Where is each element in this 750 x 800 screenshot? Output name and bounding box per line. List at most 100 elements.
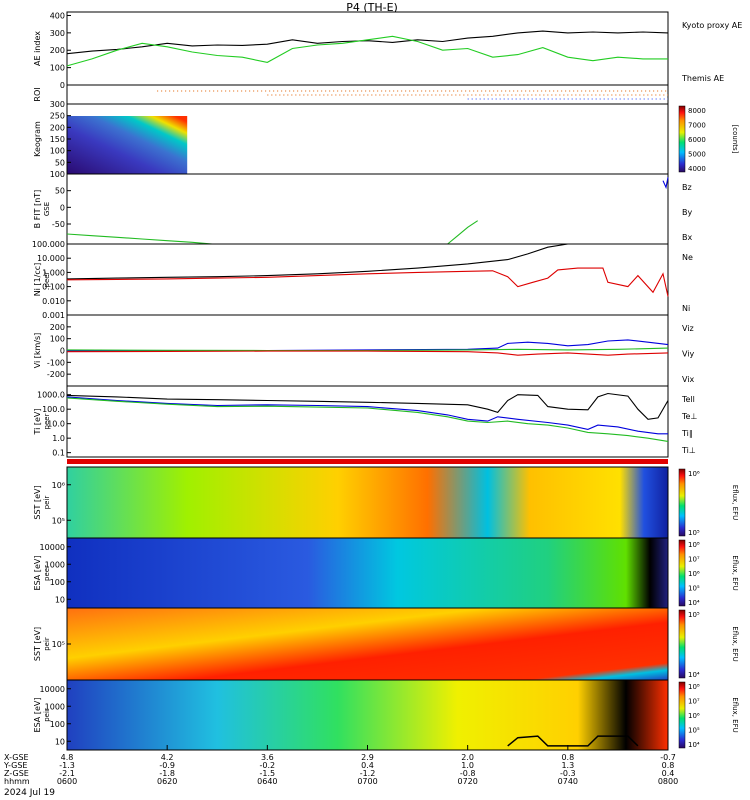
bfgm-ytick-label: 0 bbox=[60, 203, 65, 212]
vi-ytick-label: -100 bbox=[47, 358, 65, 367]
keogram-colorbar-tick: 4000 bbox=[688, 165, 706, 173]
time-axis-tick-label: 0740 bbox=[558, 777, 578, 786]
keogram-image bbox=[67, 116, 188, 174]
sst_i-sublabel: peir bbox=[43, 637, 51, 651]
esa_i-ytick-label: 1000 bbox=[45, 702, 65, 711]
esa_e-ytick-label: 10 bbox=[55, 595, 65, 604]
time-axis-tick-label: -0.3 bbox=[560, 769, 576, 778]
sst_i-colorbar bbox=[678, 609, 686, 679]
bfgm-legend-by: By bbox=[682, 208, 692, 217]
time-axis-row-label: X-GSE bbox=[4, 753, 29, 762]
keogram-ytick-label: 300 bbox=[50, 100, 65, 109]
ae-ytick-label: 300 bbox=[50, 29, 65, 38]
bfgm-series-byb-line bbox=[447, 220, 479, 245]
bfgm-series-by-line bbox=[66, 233, 213, 245]
esa_i-colorbar-tick: 10⁶ bbox=[688, 712, 700, 720]
keogram-ylabel: Keogram bbox=[33, 121, 42, 157]
time-axis-tick-label: -1.2 bbox=[360, 769, 376, 778]
esa_e-colorbar-tick: 10⁵ bbox=[688, 585, 700, 593]
time-axis-tick-label: 0620 bbox=[157, 777, 177, 786]
time-axis-tick-label: 0.8 bbox=[561, 753, 574, 762]
sst_i-ytick-label: 10⁵ bbox=[52, 640, 65, 649]
vi-ytick-label: 100 bbox=[50, 335, 65, 344]
esa_e-spectrogram bbox=[67, 538, 668, 608]
time-axis-tick-label: 0.4 bbox=[662, 769, 675, 778]
esa_i-colorbar-tick: 10⁵ bbox=[688, 727, 700, 735]
vi-ytick-label: 200 bbox=[50, 323, 65, 332]
esa_e-colorbar bbox=[678, 539, 686, 607]
vi-series-viy-line bbox=[66, 347, 669, 352]
esa_i-spectrogram bbox=[67, 680, 668, 750]
esa_i-colorbar-tick: 10⁷ bbox=[688, 698, 700, 706]
bfgm-ylabel: B FIT [nT] bbox=[33, 190, 42, 229]
ti-ytick-label: 10.0 bbox=[47, 420, 65, 429]
vi-legend-viy: Viy bbox=[682, 350, 695, 359]
keogram-ytick-label: 100 bbox=[50, 147, 65, 156]
bfgm-legend-bx: Bx bbox=[682, 233, 692, 242]
ae-ytick-label: 100 bbox=[50, 64, 65, 73]
esa_e-colorbar-tick: 10⁴ bbox=[688, 599, 700, 607]
sst_e-colorbar bbox=[678, 468, 686, 537]
ni-ytick-label: 10.000 bbox=[37, 254, 65, 263]
bfgm-ytick-label: 50 bbox=[55, 187, 65, 196]
sst_i-colorbar-tick: 10⁵ bbox=[688, 611, 700, 619]
ae-ylabel: AE index bbox=[33, 31, 42, 66]
sst_e-colorbar-tick: 10⁶ bbox=[688, 470, 700, 478]
keogram-ytick-label: 150 bbox=[50, 135, 65, 144]
esa_e-colorbar-tick: 10⁶ bbox=[688, 570, 700, 578]
ni-ytick-label: 0.100 bbox=[42, 283, 65, 292]
time-axis-tick-label: 3.6 bbox=[261, 753, 274, 762]
sst_i-ylabel: SST [eV] bbox=[33, 627, 42, 661]
ti-series-ti-line bbox=[66, 396, 668, 435]
esa_i-ytick-label: 10 bbox=[55, 737, 65, 746]
esa_i-ylabel: ESA [eV] bbox=[33, 698, 42, 733]
ae-frame bbox=[66, 11, 669, 86]
keogram-ytick-label: 250 bbox=[50, 112, 65, 121]
sst_e-spectrogram bbox=[67, 467, 668, 538]
sst_e-colorbar-tick: 10⁵ bbox=[688, 529, 700, 537]
esa_e-ytick-label: 10000 bbox=[40, 543, 65, 552]
esa_i-ytick-label: 10000 bbox=[40, 685, 65, 694]
ni-legend-ni: Ni bbox=[682, 304, 690, 313]
ae-legend-themisae: Themis AE bbox=[681, 74, 724, 83]
esa_i-sublabel: peir bbox=[43, 708, 51, 722]
esa_e-colorbar-tick: 10⁸ bbox=[688, 541, 700, 549]
keogram-colorbar-tick: 6000 bbox=[688, 136, 706, 144]
bfgm-ytick-label: 100 bbox=[50, 170, 65, 179]
vi-ylabel: Vi [km/s] bbox=[33, 333, 42, 369]
ti-frame bbox=[66, 385, 669, 458]
time-axis-tick-label: -0.8 bbox=[460, 769, 476, 778]
bfgm-sublabel: GSE bbox=[43, 202, 51, 216]
keogram-colorbar bbox=[678, 105, 686, 173]
chart-title: P4 (TH-E) bbox=[346, 1, 398, 14]
time-axis-tick-label: -0.2 bbox=[260, 761, 276, 770]
esa_e-colorbar-label: Eflux, EFU bbox=[731, 555, 739, 590]
time-axis-tick-label: 4.8 bbox=[61, 753, 74, 762]
keogram-colorbar-tick: 5000 bbox=[688, 151, 706, 159]
ni-ytick-label: 100.000 bbox=[32, 240, 65, 249]
sst_e-ytick-label: 10⁶ bbox=[52, 481, 65, 490]
sst_i-spectrogram bbox=[67, 608, 668, 680]
time-axis-tick-label: 1.0 bbox=[461, 761, 474, 770]
ti-series-ti-line bbox=[66, 397, 669, 442]
esa_e-ytick-label: 100 bbox=[50, 578, 65, 587]
time-axis-tick-label: 0.4 bbox=[361, 761, 374, 770]
ni-series-ne-line bbox=[66, 267, 669, 297]
ni-ylabel: Ni [1/cc] bbox=[33, 263, 42, 297]
mode-bar bbox=[67, 459, 668, 464]
ae-ytick-label: 200 bbox=[50, 46, 65, 55]
time-axis-tick-label: -2.1 bbox=[59, 769, 75, 778]
time-axis-tick-label: 2.0 bbox=[461, 753, 474, 762]
ni-ytick-label: 1.000 bbox=[42, 268, 65, 277]
ti-legend-ti: Ti⊥ bbox=[681, 446, 696, 455]
time-axis-tick-label: -0.7 bbox=[660, 753, 676, 762]
ti-series-tell-line bbox=[66, 392, 669, 420]
esa_e-sublabel: peer bbox=[43, 565, 51, 581]
esa_e-ylabel: ESA [eV] bbox=[33, 556, 42, 591]
date-label: 2024 Jul 19 bbox=[4, 788, 55, 798]
esa_i-colorbar-tick: 10⁴ bbox=[688, 741, 700, 749]
bfgm-series-bx-line bbox=[662, 177, 669, 190]
time-axis-tick-label: -1.8 bbox=[159, 769, 175, 778]
esa_i-colorbar-tick: 10⁸ bbox=[688, 683, 700, 691]
esa_i-colorbar bbox=[678, 681, 686, 749]
